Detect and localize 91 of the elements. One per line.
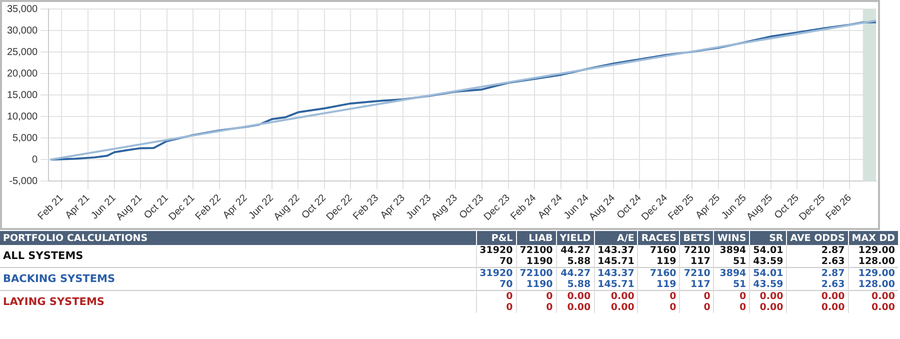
text: 3894 [714, 268, 750, 279]
text: P&L [476, 231, 516, 245]
y-tick-label: 5,000 [12, 132, 38, 144]
text: RACES [638, 231, 680, 245]
x-tick-label: Aug 21 [114, 192, 145, 223]
text: 2.87 [786, 245, 848, 256]
text: 5.88 [556, 256, 594, 268]
text: 0 [638, 290, 680, 302]
text: 0 [476, 290, 516, 302]
text: 0.00 [594, 290, 638, 302]
x-tick-label: Feb 23 [351, 192, 382, 222]
text: 0.00 [848, 290, 898, 302]
text: 3894 [714, 245, 750, 256]
text: 2.63 [786, 256, 848, 268]
text: 54.01 [750, 268, 787, 279]
text: WINS [714, 231, 750, 245]
text: 0 [476, 302, 516, 313]
text: 143.37 [594, 268, 638, 279]
text: 143.37 [594, 245, 638, 256]
text: 31920 [476, 268, 516, 279]
text: 0.00 [750, 302, 787, 313]
y-tick-label: 20,000 [6, 68, 38, 80]
y-tick-label: 35,000 [6, 4, 38, 15]
text: 0 [680, 302, 714, 313]
text: 2.87 [786, 268, 848, 279]
text: 0.00 [594, 302, 638, 313]
text: SR [750, 231, 787, 245]
text: YIELD [556, 231, 594, 245]
text: 72100 [516, 268, 556, 279]
y-tick-label: -5,000 [9, 176, 38, 187]
text: 0 [680, 290, 714, 302]
text: 2.63 [786, 279, 848, 290]
text: 128.00 [848, 279, 898, 290]
text: 51 [714, 256, 750, 268]
text: 0.00 [556, 290, 594, 302]
text: 117 [680, 256, 714, 268]
text: 72100 [516, 245, 556, 256]
text: 70 [476, 279, 516, 290]
text: 0 [638, 302, 680, 313]
text: 31920 [476, 245, 516, 256]
text: MAX DD [848, 231, 898, 245]
text: AVE ODDS [786, 231, 848, 245]
text: 43.59 [750, 279, 787, 290]
y-tick-label: 10,000 [6, 111, 38, 122]
text: 145.71 [594, 279, 638, 290]
text: 0.00 [786, 302, 848, 313]
text: 117 [680, 279, 714, 290]
text: 129.00 [848, 268, 898, 279]
x-tick-label: Feb 25 [666, 192, 696, 222]
text: 0.00 [848, 302, 898, 313]
text: 7210 [680, 245, 714, 256]
text: 43.59 [750, 256, 787, 268]
x-tick-label: Feb 24 [508, 192, 539, 222]
x-tick-label: Feb 22 [194, 192, 224, 222]
text: 119 [638, 279, 680, 290]
text: 1190 [516, 256, 556, 268]
text: LIAB [516, 231, 556, 245]
text: A/E [594, 231, 638, 245]
x-tick-label: Apr 25 [694, 192, 723, 222]
text: 0.00 [786, 290, 848, 302]
text: BETS [680, 231, 714, 245]
x-tick-label: Feb 26 [824, 192, 854, 222]
text: 0.00 [556, 302, 594, 313]
text: 51 [714, 279, 750, 290]
y-tick-label: 30,000 [6, 25, 38, 36]
text: 1190 [516, 279, 556, 290]
text: 54.01 [750, 245, 787, 256]
text: 7160 [638, 245, 680, 256]
text: 0.00 [750, 290, 787, 302]
text: LAYING SYSTEMS [0, 290, 476, 313]
text: 0 [714, 290, 750, 302]
text: 5.88 [556, 279, 594, 290]
text: ALL SYSTEMS [2, 248, 84, 264]
text: 0 [516, 290, 556, 302]
text: 0 [714, 302, 750, 313]
x-tick-label: Aug 25 [744, 192, 776, 223]
y-tick-label: 25,000 [6, 46, 38, 58]
text: 7160 [638, 268, 680, 279]
text: PORTFOLIO CALCULATIONS [0, 231, 476, 245]
y-tick-label: 15,000 [6, 90, 38, 101]
text: BACKING SYSTEMS [0, 268, 476, 290]
text: 7210 [680, 268, 714, 279]
y-tick-label: 0 [32, 154, 38, 166]
text: 129.00 [848, 245, 898, 256]
text: 145.71 [594, 256, 638, 268]
text: 0 [516, 302, 556, 313]
text: 70 [476, 256, 516, 268]
text: 44.27 [556, 245, 594, 256]
text: 119 [638, 256, 680, 268]
text: 128.00 [848, 256, 898, 268]
text: 44.27 [556, 268, 594, 279]
